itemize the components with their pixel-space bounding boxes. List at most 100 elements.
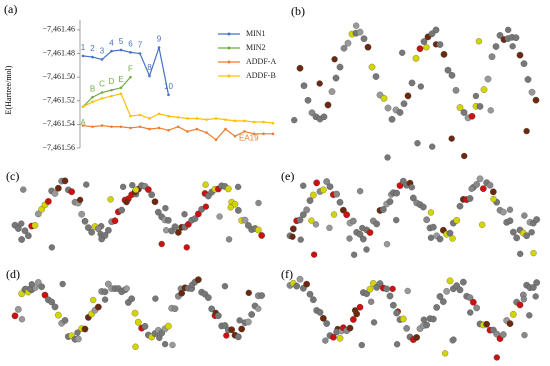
atom <box>512 34 520 42</box>
atom <box>78 210 86 218</box>
atom <box>448 72 456 79</box>
atom <box>432 26 440 34</box>
atom <box>489 188 497 196</box>
data-point <box>110 94 113 98</box>
atom <box>506 217 514 225</box>
atom <box>245 289 252 297</box>
panel-label: (f) <box>281 267 293 281</box>
atom <box>469 298 477 306</box>
atom <box>148 191 156 199</box>
data-point <box>252 132 256 136</box>
atom <box>161 340 169 348</box>
atom <box>473 181 481 188</box>
data-point <box>271 121 275 125</box>
atom <box>228 326 236 334</box>
atom <box>234 207 242 214</box>
atom <box>61 177 69 185</box>
atom <box>368 63 376 71</box>
atom <box>174 229 182 236</box>
atom <box>488 53 496 61</box>
atom <box>344 39 352 47</box>
atom <box>336 63 344 71</box>
atom <box>414 140 421 147</box>
atom <box>346 235 353 242</box>
atom <box>404 287 411 295</box>
atom <box>94 225 102 233</box>
atom <box>18 220 25 227</box>
atom <box>326 224 333 232</box>
series-line <box>82 45 170 95</box>
atom <box>194 210 202 218</box>
atom <box>416 45 424 53</box>
atom <box>517 250 524 258</box>
atom <box>332 74 340 82</box>
atom <box>118 206 126 214</box>
data-point <box>119 125 123 129</box>
data-point <box>186 130 189 133</box>
atom <box>44 198 52 205</box>
data-point <box>148 117 151 120</box>
atom <box>468 112 476 120</box>
atom <box>520 60 528 68</box>
legend-marker <box>227 74 231 78</box>
atom <box>533 279 541 286</box>
atom <box>134 318 142 326</box>
data-point <box>271 132 275 136</box>
point-label: 2 <box>90 44 95 53</box>
atom <box>322 337 329 344</box>
atom <box>472 92 480 100</box>
data-point <box>91 100 94 104</box>
atom <box>204 294 212 301</box>
data-point <box>167 114 170 118</box>
data-point <box>110 88 113 92</box>
atom <box>296 64 304 72</box>
atom <box>389 301 397 309</box>
atom <box>513 234 521 242</box>
atom <box>487 107 494 114</box>
atom <box>244 318 252 326</box>
atom <box>408 79 416 87</box>
atom <box>476 103 484 110</box>
atom <box>364 43 372 51</box>
atom <box>423 44 430 51</box>
panel-label: (b) <box>291 4 305 18</box>
atom <box>304 96 312 104</box>
data-point <box>214 117 218 120</box>
atom <box>419 203 427 211</box>
y-tick-label: −7,461.48 <box>42 48 75 57</box>
atom <box>396 109 404 116</box>
atom <box>34 210 42 218</box>
atom <box>383 241 391 248</box>
atom <box>373 220 381 228</box>
point-label: 7 <box>138 41 143 50</box>
data-point <box>205 131 208 134</box>
atom <box>216 213 223 220</box>
atom <box>476 175 484 183</box>
atom <box>221 283 229 290</box>
data-point <box>157 126 161 130</box>
atom <box>169 341 176 349</box>
atom <box>303 206 311 214</box>
atom <box>323 320 331 327</box>
data-point <box>252 120 256 124</box>
point-label: A <box>80 118 86 127</box>
atom <box>413 334 421 341</box>
atom <box>356 187 364 195</box>
atom <box>81 325 89 333</box>
atom <box>408 184 415 191</box>
atom <box>84 224 92 231</box>
point-label: 9 <box>157 35 162 44</box>
atom <box>241 216 249 224</box>
data-point <box>167 128 170 132</box>
atom <box>291 116 298 124</box>
legend-label: MIN2 <box>246 43 266 52</box>
atom <box>202 203 210 210</box>
atom <box>90 296 97 304</box>
atom <box>452 87 460 94</box>
atom <box>162 205 169 212</box>
point-label: EA19 <box>239 133 259 142</box>
series-line <box>82 76 131 108</box>
atom <box>440 51 448 58</box>
atom <box>393 309 401 317</box>
atom <box>393 216 400 224</box>
